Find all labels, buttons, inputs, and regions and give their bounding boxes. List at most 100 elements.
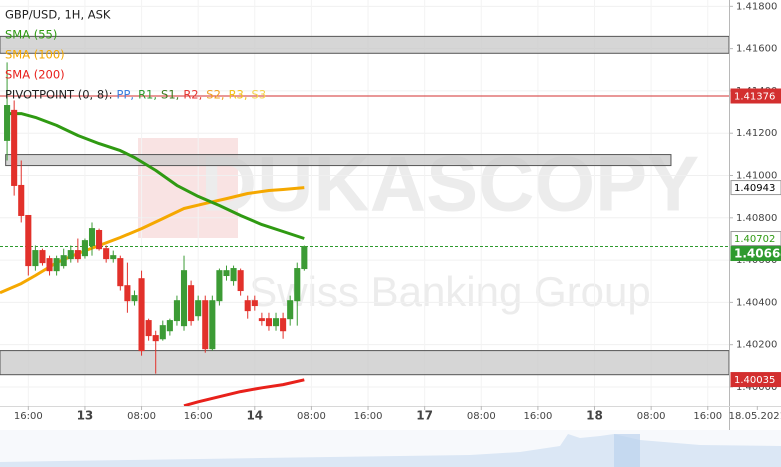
price-label-box [730,246,781,262]
candle-body [202,300,209,350]
candle-body [166,320,173,332]
candle-body [251,300,258,307]
x-tick-label: 14 [246,409,263,423]
zone [5,154,672,167]
candle-body [18,184,25,216]
candle-body [25,214,32,267]
pivot-title: PIVOTPOINT (0, 8): [5,88,113,102]
candle-body [230,268,237,282]
candle-body [272,318,280,327]
sma-line [183,378,305,406]
pivot-label: R3, [229,88,248,102]
x-tick-label: 16:00 [693,411,722,422]
candle-body [110,255,117,260]
candle-body [287,300,294,320]
y-tick-label: 1.40800 [736,213,777,224]
y-tick-label: 1.41200 [736,128,777,139]
legend-entry: SMA (200) [5,68,65,82]
candle-body [223,270,230,277]
price-label: 1.41376 [734,92,775,103]
y-tick-label: 1.40400 [736,297,777,308]
x-tick-label: 18 [586,409,603,423]
candle-body [152,335,159,342]
axes: 1.418001.416001.414001.412001.410001.408… [14,1,781,423]
candle-body [258,318,265,322]
price-label-box [730,88,781,104]
candle-body [265,318,272,327]
y-tick-label: 1.40200 [736,340,777,351]
x-tick-label: 08:00 [297,411,326,422]
chart-title: GBP/USD, 1H, ASK [5,8,111,22]
candle-body [81,240,88,257]
x-tick-label: 16:00 [14,411,43,422]
candle-body [32,250,39,267]
price-label-box [730,231,781,247]
pivot-label: PP, [117,88,135,102]
price-label: 1.40664 [734,247,781,261]
candle-body [180,270,188,327]
watermark-tagline: Swiss Banking Group [249,268,651,315]
candle-body [301,246,308,270]
candle-body [145,320,152,337]
zones [0,35,729,376]
candle-body [124,285,131,302]
navigator-window[interactable] [614,434,640,467]
candle-body [244,300,251,312]
navigator-area [0,434,781,467]
legend-entry: SMA (55) [5,28,57,42]
candle-body [138,278,145,352]
candle-body [237,270,244,292]
candle-body [131,295,138,302]
x-tick-label: 16:00 [523,411,552,422]
candle-body [88,228,96,247]
zone [0,350,729,376]
x-tick-label: 16:00 [354,411,383,422]
candle-body [188,285,195,322]
price-label-box [730,372,781,388]
pivot-label: R1, [138,88,157,102]
x-tick-label: 08:00 [467,411,496,422]
candle-body [195,300,202,317]
pivot-label: S1, [161,88,179,102]
candle-body [11,109,18,186]
price-label: 1.40035 [734,375,775,386]
x-tick-label: 18.05.2021 [729,411,781,422]
candle-body [4,105,11,141]
pivot-label: R2, [183,88,202,102]
zone [0,35,729,54]
x-tick-label: 08:00 [637,411,666,422]
candle-body [294,268,301,302]
candle-body [159,325,166,340]
sma-line [7,112,305,240]
candle-body [209,300,216,350]
legend-entry: SMA (100) [5,48,65,62]
price-label-box [730,180,781,196]
price-label: 1.40943 [734,183,775,194]
candle-body [173,300,180,322]
pivot-label: S3 [252,88,267,102]
price-label: 1.40702 [734,234,775,245]
y-tick-label: 1.40000 [736,382,777,393]
candle-body [280,318,287,332]
watermark-brand: DUKASCOPY [201,140,699,228]
x-tick-label: 08:00 [127,411,156,422]
y-tick-label: 1.41000 [736,171,777,182]
x-tick-label: 13 [77,409,94,423]
plot [0,62,729,406]
sma-line [0,186,305,295]
candle-body [96,229,103,250]
candle-body [67,250,74,260]
y-tick-label: 1.41800 [736,1,777,12]
candle-body [74,250,81,260]
navigator [0,430,781,467]
candle-body [216,270,223,302]
price-axis [729,0,781,430]
legend: GBP/USD, 1H, ASK SMA (55) SMA (100) SMA (2… [5,8,266,102]
x-tick-label: 16:00 [184,411,213,422]
candle-body [60,255,67,267]
x-tick-label: 17 [416,409,433,423]
candle-body [103,248,110,260]
y-tick-label: 1.41600 [736,44,777,55]
candle-body [46,258,53,272]
